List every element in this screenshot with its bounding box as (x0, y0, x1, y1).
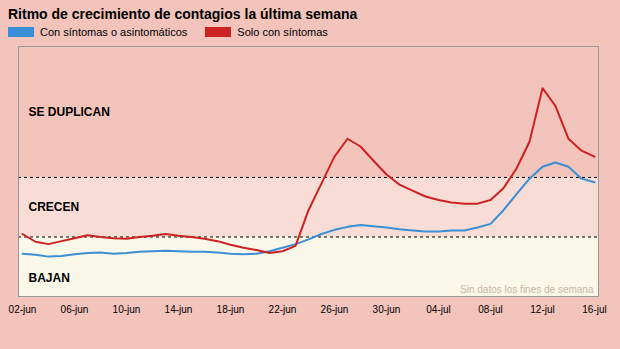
svg-text:08-jul: 08-jul (478, 304, 502, 315)
svg-text:BAJAN: BAJAN (29, 271, 70, 285)
svg-text:SE DUPLICAN: SE DUPLICAN (29, 105, 110, 119)
svg-text:10-jun: 10-jun (113, 304, 141, 315)
svg-text:12-jul: 12-jul (530, 304, 554, 315)
svg-text:14-jun: 14-jun (165, 304, 193, 315)
svg-text:06-jun: 06-jun (61, 304, 89, 315)
svg-text:30-jun: 30-jun (373, 304, 401, 315)
html-text:Con síntomas o asintomáticos: Con síntomas o asintomáticos (40, 26, 188, 38)
svg-text:22-jun: 22-jun (269, 304, 297, 315)
svg-text:Sin datos los fines de semana: Sin datos los fines de semana (460, 284, 594, 295)
svg-text:04-jul: 04-jul (426, 304, 450, 315)
svg-text:26-jun: 26-jun (321, 304, 349, 315)
html-text:Ritmo de crecimiento de contag: Ritmo de crecimiento de contagios la últ… (8, 6, 358, 22)
svg-text:CRECEN: CRECEN (29, 200, 80, 214)
html-text:Solo con síntomas: Solo con síntomas (237, 26, 328, 38)
svg-text:18-jun: 18-jun (217, 304, 245, 315)
svg-text:16-jul: 16-jul (582, 304, 606, 315)
svg-text:02-jun: 02-jun (9, 304, 37, 315)
